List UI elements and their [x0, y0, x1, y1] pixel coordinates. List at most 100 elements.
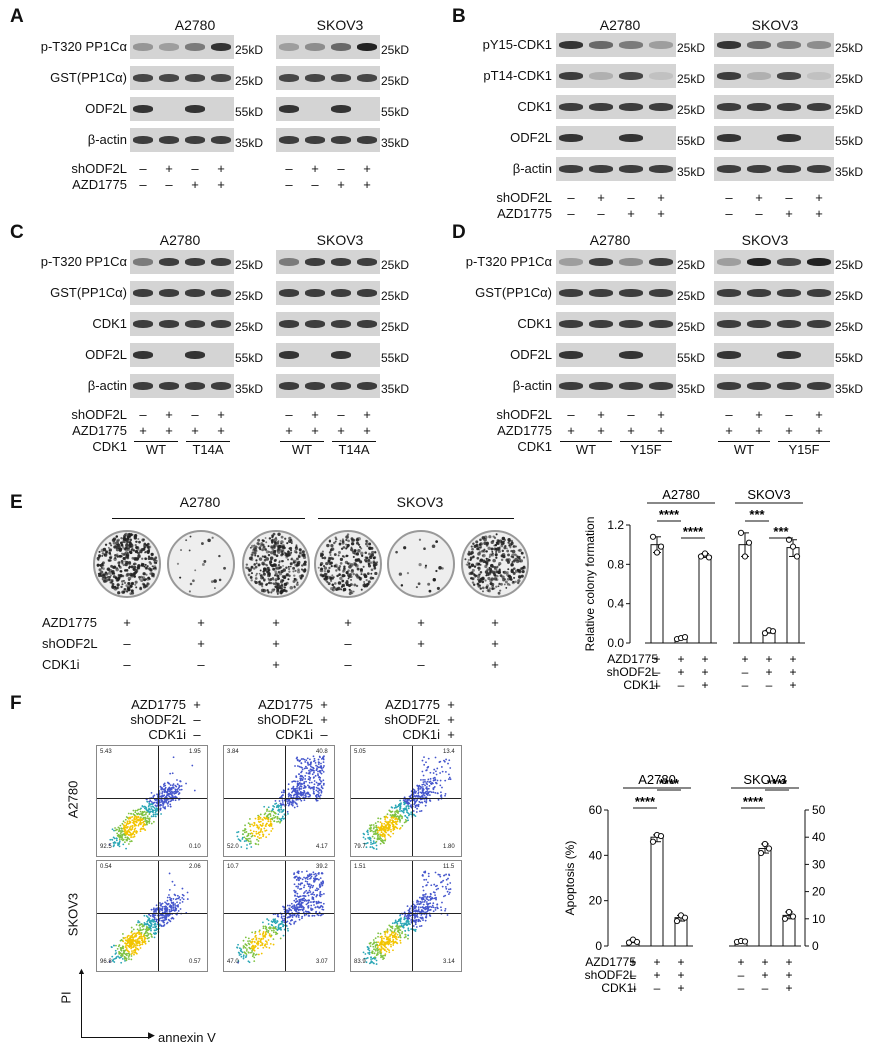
event-dot — [141, 923, 143, 926]
event-dot — [121, 958, 124, 960]
condition-sign: – — [285, 177, 293, 192]
event-dot — [383, 822, 386, 825]
event-dot — [146, 935, 149, 938]
protein-band — [777, 165, 801, 173]
event-dot — [426, 794, 429, 796]
event-dot — [128, 834, 130, 837]
colony-dot — [188, 549, 191, 552]
event-dot — [119, 824, 122, 827]
event-dot — [257, 827, 260, 830]
event-dot — [295, 897, 298, 900]
event-dot — [238, 839, 241, 842]
event-dot — [295, 793, 298, 796]
event-dot — [132, 809, 135, 812]
event-dot — [127, 817, 130, 820]
condition-sign: + — [597, 190, 605, 205]
western-blot-strip — [556, 343, 676, 367]
event-dot — [247, 834, 250, 837]
protein-band — [619, 134, 643, 142]
colony-dot — [114, 554, 117, 557]
event-dot — [373, 842, 375, 845]
event-dot — [418, 784, 421, 787]
event-dot — [320, 881, 323, 884]
colony-dot — [108, 542, 112, 545]
condition-sign: + — [677, 652, 684, 666]
event-dot — [316, 889, 319, 892]
event-dot — [277, 806, 280, 808]
event-dot — [162, 804, 164, 806]
event-dot — [129, 832, 132, 834]
event-dot — [140, 827, 143, 830]
western-blot-strip — [556, 95, 676, 119]
colony-dot — [261, 585, 264, 588]
event-dot — [309, 763, 312, 766]
event-dot — [383, 834, 386, 837]
event-dot — [180, 785, 183, 787]
blot-row-label: p-T320 PP1Cα — [40, 254, 127, 269]
condition-sign: – — [191, 407, 199, 422]
event-dot — [425, 790, 427, 793]
colony-dot — [467, 558, 470, 562]
event-dot — [150, 929, 152, 932]
event-dot — [432, 772, 435, 774]
event-dot — [287, 929, 289, 932]
colony-dot — [280, 542, 283, 545]
event-dot — [434, 779, 436, 782]
protein-band — [559, 72, 583, 80]
event-dot — [269, 815, 272, 817]
event-dot — [403, 821, 406, 824]
event-dot — [176, 779, 178, 781]
colony-dot — [133, 536, 138, 540]
event-dot — [315, 902, 318, 905]
event-dot — [121, 830, 124, 833]
event-dot — [124, 946, 127, 948]
event-dot — [422, 903, 425, 906]
event-dot — [244, 946, 247, 949]
condition-sign: + — [677, 981, 684, 995]
condition-sign: + — [165, 161, 173, 176]
event-dot — [272, 805, 275, 807]
event-dot — [435, 773, 438, 776]
colony-dot — [96, 556, 100, 560]
cell-line-skov3-header: SKOV3 — [316, 232, 364, 248]
colony-dot — [142, 572, 146, 576]
event-dot — [259, 933, 261, 936]
protein-band — [717, 165, 741, 173]
event-dot — [314, 889, 317, 892]
colony-dot — [277, 563, 281, 567]
data-point — [673, 917, 681, 925]
event-dot — [258, 831, 260, 834]
event-dot — [130, 812, 132, 815]
colony-dot — [122, 557, 126, 560]
event-dot — [288, 904, 291, 907]
event-dot — [309, 891, 312, 893]
event-dot — [388, 809, 391, 812]
colony-dot — [137, 557, 140, 560]
protein-band — [356, 320, 378, 328]
colony-dot — [106, 576, 109, 579]
event-dot — [133, 835, 136, 838]
event-dot — [416, 784, 419, 787]
colony-dot — [288, 539, 292, 544]
data-point — [737, 529, 745, 536]
condition-sign: + — [755, 423, 763, 438]
western-blot-strip — [714, 281, 834, 305]
event-dot — [425, 801, 428, 804]
data-point — [649, 533, 657, 540]
event-dot — [313, 792, 316, 795]
colony-dot — [273, 546, 276, 549]
flow-condition-sign: – — [193, 727, 201, 742]
event-dot — [444, 771, 447, 773]
event-dot — [136, 813, 139, 815]
event-dot — [310, 907, 312, 910]
event-dot — [263, 805, 266, 808]
flow-scatter — [236, 870, 325, 964]
event-dot — [303, 876, 305, 879]
colony-dot — [478, 579, 482, 583]
event-dot — [375, 848, 378, 850]
protein-band — [619, 320, 643, 328]
colony-dot — [203, 560, 207, 563]
colony-dot — [355, 573, 359, 577]
condition-sign: – — [344, 657, 352, 672]
colony-dot — [335, 538, 338, 541]
